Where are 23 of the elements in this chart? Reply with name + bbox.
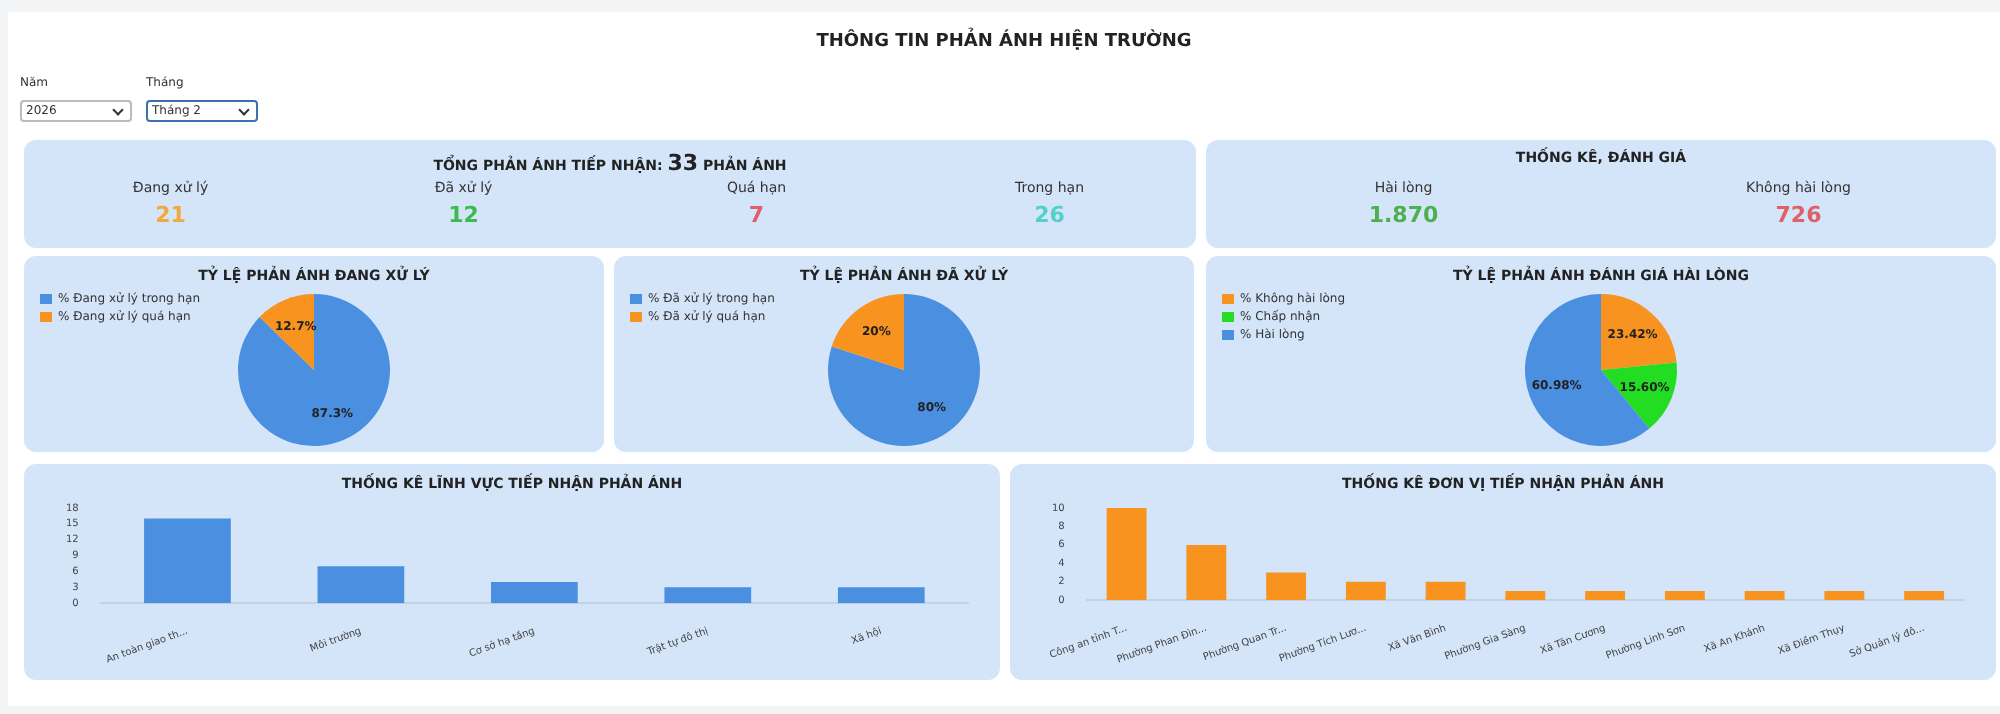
bar [1505, 590, 1546, 601]
bar [1744, 590, 1785, 601]
bar [1664, 590, 1705, 601]
bar [1266, 572, 1307, 601]
bar [1824, 590, 1865, 601]
text: 12 [446, 202, 481, 228]
bar [1904, 590, 1945, 601]
bar [1425, 581, 1466, 601]
text: 1.870 [1366, 202, 1441, 228]
bar [837, 587, 925, 604]
bar [491, 582, 578, 604]
bar [664, 587, 752, 604]
bar [1345, 581, 1386, 601]
text: 21 [153, 202, 188, 228]
bar [1186, 544, 1227, 601]
text: THÔNG TIN PHẢN ÁNH HIỆN TRƯỜNG [816, 32, 1192, 52]
text: 7 [746, 202, 767, 228]
bar [1106, 508, 1147, 601]
text: 726 [1773, 202, 1824, 228]
bar [1585, 590, 1626, 601]
text: 26 [1032, 202, 1067, 228]
bar [317, 566, 405, 604]
bar [144, 518, 231, 604]
